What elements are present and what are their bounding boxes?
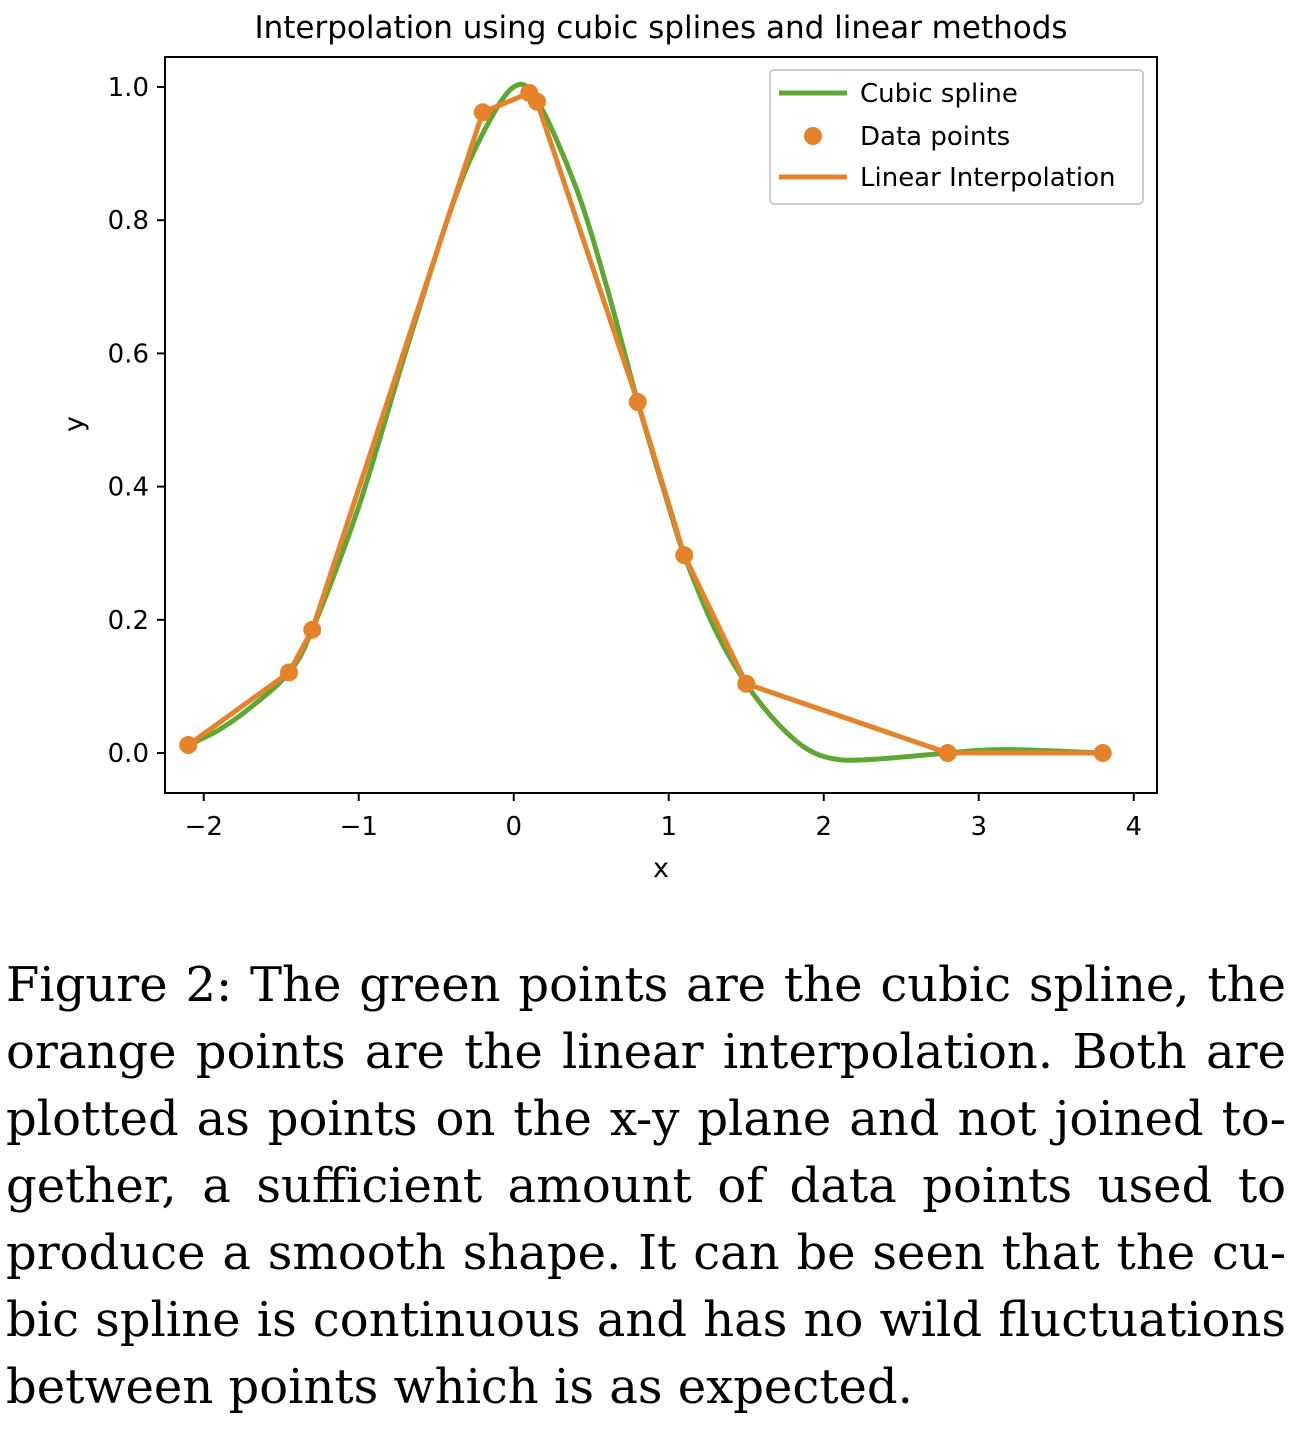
x-tick-label: −1 <box>340 812 378 842</box>
legend-item-linear-interpolation-label: Linear Interpolation <box>860 163 1115 193</box>
caption-line: plotted as points on the x-y plane and n… <box>6 1091 1286 1147</box>
x-tick-label: 0 <box>505 812 522 842</box>
axes-frame <box>164 56 1158 794</box>
axes: −2 −1 0 1 2 3 4 0.0 0.2 0.4 0.6 0.8 1.0 <box>108 56 1158 842</box>
chart-title: Interpolation using cubic splines and li… <box>254 10 1067 46</box>
data-point <box>737 674 756 693</box>
y-tick-label: 0.0 <box>108 739 149 769</box>
figure: Interpolation using cubic splines and li… <box>59 10 1158 884</box>
legend-item-cubic-spline-label: Cubic spline <box>860 79 1018 109</box>
data-point <box>473 103 492 122</box>
data-point <box>280 663 298 682</box>
caption-line: between points which is as expected. <box>6 1359 913 1415</box>
y-tick-label: 0.2 <box>108 606 149 636</box>
legend: Cubic spline Data points Linear Interpolat… <box>769 69 1144 205</box>
x-tick-label: 1 <box>660 812 677 842</box>
data-point <box>675 546 694 565</box>
data-point <box>179 736 198 755</box>
plot-area <box>179 81 1112 763</box>
y-axis-label: y <box>59 416 90 432</box>
figure-caption: Figure 2: The green points are the cubic… <box>6 952 1286 1421</box>
y-tick-label: 0.4 <box>108 473 149 503</box>
caption-line: Figure 2: The green points are the cubic… <box>6 957 1286 1013</box>
y-tick-label: 0.8 <box>108 206 149 236</box>
legend-item-data-points-swatch <box>804 127 822 145</box>
data-point <box>1093 744 1112 763</box>
x-tick-label: 3 <box>970 812 987 842</box>
data-point <box>303 620 322 639</box>
data-point <box>528 92 546 111</box>
caption-line: produce a smooth shape. It can be seen t… <box>6 1225 1286 1281</box>
x-tick-label: −2 <box>185 812 223 842</box>
chart: Interpolation using cubic splines and li… <box>59 10 1158 884</box>
y-tick-label: 1.0 <box>108 73 149 103</box>
caption-line: orange points are the linear interpolati… <box>6 1024 1286 1080</box>
caption-line: bic spline is continuous and has no wild… <box>6 1292 1286 1348</box>
legend-item-data-points-label: Data points <box>860 122 1010 152</box>
x-tick-label: 4 <box>1125 812 1142 842</box>
data-point <box>628 393 647 412</box>
caption-line: gether, a sufficient amount of data poin… <box>6 1158 1286 1214</box>
legend-box <box>769 69 1144 205</box>
y-tick-label: 0.6 <box>108 339 149 369</box>
x-tick-label: 2 <box>815 812 832 842</box>
data-point <box>938 744 957 763</box>
x-axis-label: x <box>653 853 669 884</box>
